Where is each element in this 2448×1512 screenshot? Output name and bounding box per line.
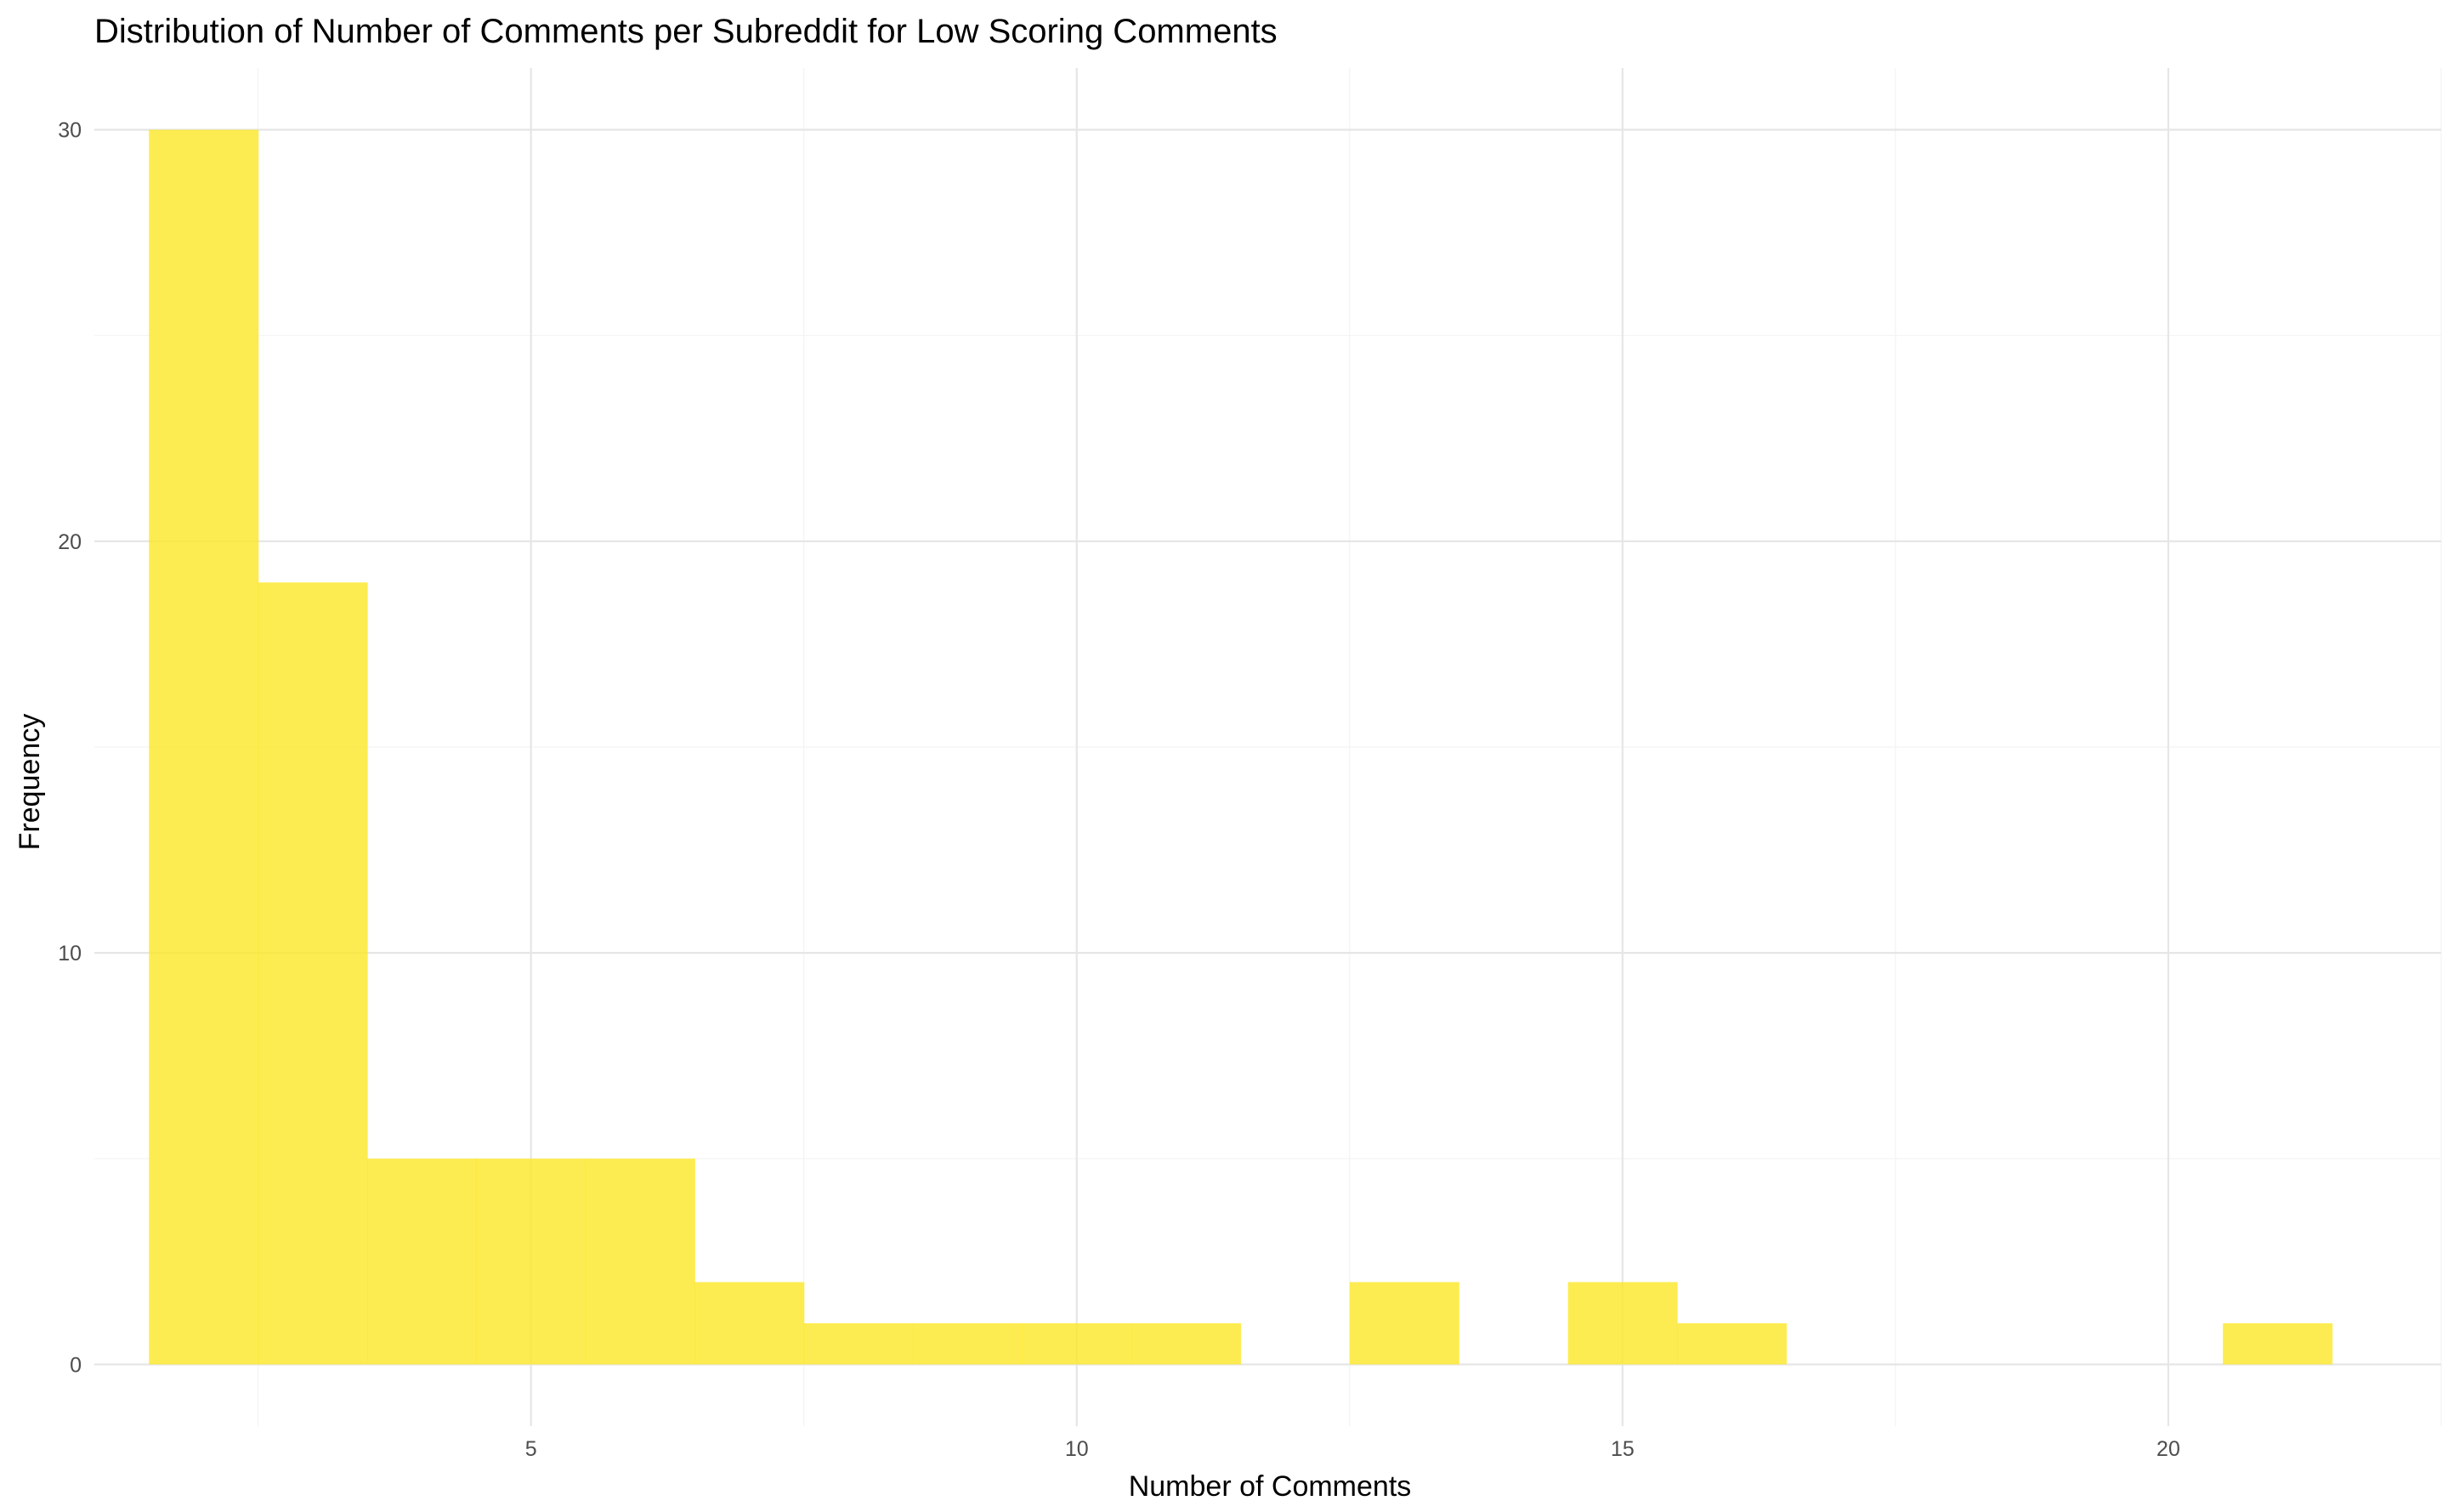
histogram-bar: [258, 582, 368, 1365]
histogram-bar: [367, 1158, 478, 1365]
histogram-bar: [1349, 1282, 1459, 1365]
histogram-bar: [803, 1322, 914, 1365]
y-tick-label: 30: [58, 119, 82, 143]
x-tick-label: 15: [1611, 1437, 1635, 1461]
x-axis-title: Number of Comments: [1129, 1470, 1412, 1503]
histogram-bar: [1567, 1282, 1678, 1365]
histogram-bar: [694, 1282, 805, 1365]
y-tick-label: 10: [58, 942, 82, 966]
y-axis-title: Frequency: [14, 714, 46, 851]
y-tick-label: 0: [70, 1353, 82, 1377]
y-tick-label: 20: [58, 530, 82, 554]
histogram-bar: [1130, 1322, 1241, 1365]
chart-title: Distribution of Number of Comments per S…: [94, 13, 1278, 50]
x-tick-label: 5: [525, 1437, 537, 1461]
x-tick-label: 20: [2156, 1437, 2180, 1461]
histogram-bar: [149, 129, 259, 1365]
y-axis-ticks: 0 10 20 30: [58, 119, 82, 1378]
histogram-bar: [913, 1322, 1023, 1365]
histogram-bar: [1022, 1322, 1132, 1365]
histogram-bar: [1677, 1322, 1788, 1365]
x-axis-ticks: 5 10 15 20: [525, 1437, 2180, 1461]
histogram-bars: [149, 129, 2333, 1365]
histogram-bar: [585, 1158, 695, 1365]
histogram-bar: [476, 1158, 586, 1365]
histogram-bar: [2223, 1322, 2333, 1365]
x-tick-label: 10: [1065, 1437, 1089, 1461]
